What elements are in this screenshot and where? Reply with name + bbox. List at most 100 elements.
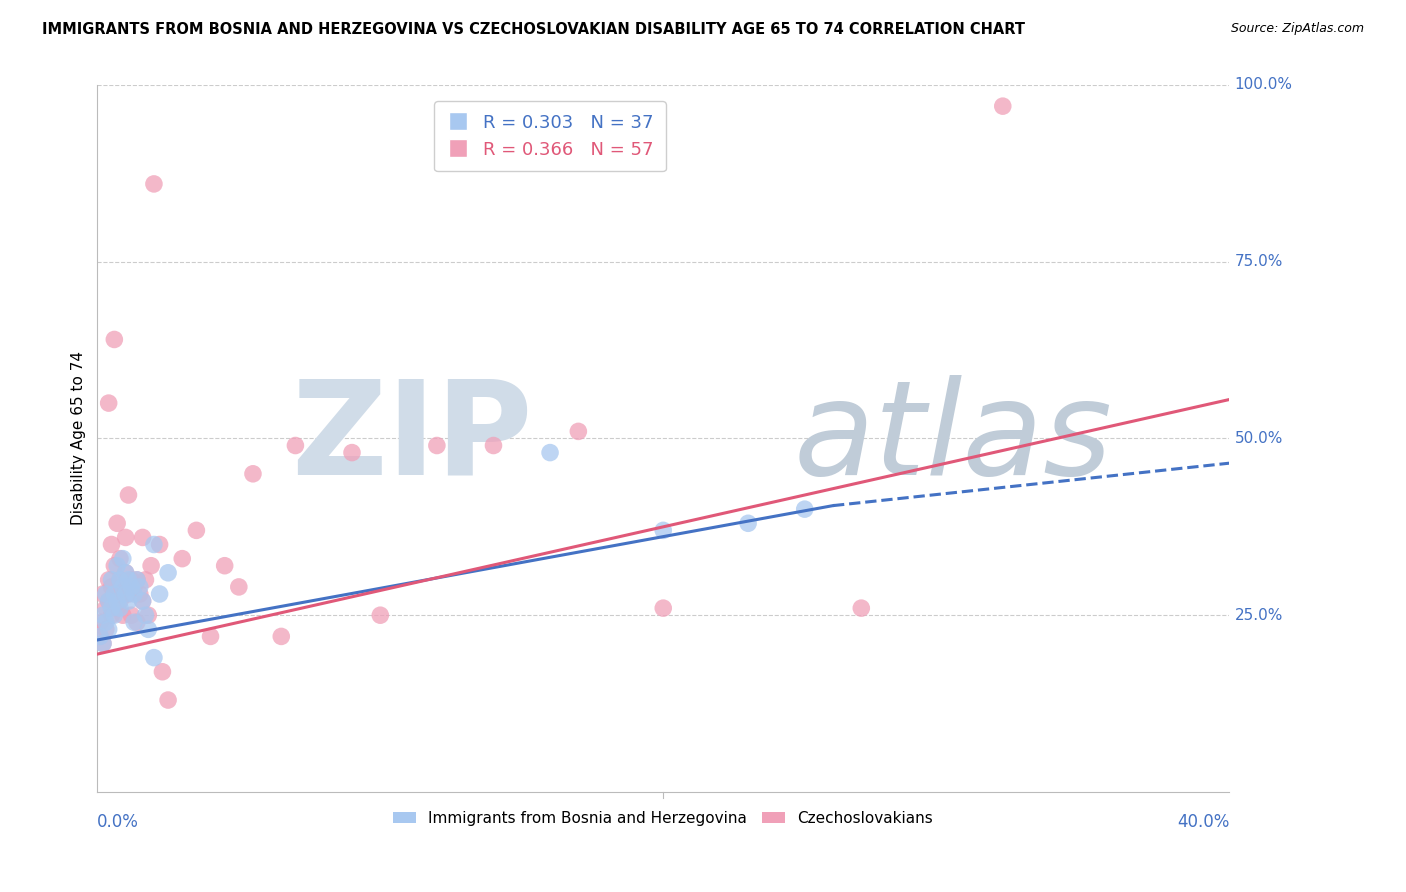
- Y-axis label: Disability Age 65 to 74: Disability Age 65 to 74: [72, 351, 86, 525]
- Point: [94, 601, 117, 615]
- Text: 40.0%: 40.0%: [1177, 814, 1229, 831]
- Point: [100, 537, 122, 551]
- Point: [114, 566, 136, 580]
- Point: [105, 587, 128, 601]
- Point: [120, 608, 142, 623]
- Point: [111, 551, 134, 566]
- Point: [91, 608, 114, 623]
- Point: [134, 608, 156, 623]
- Point: [97, 594, 120, 608]
- Point: [652, 524, 675, 538]
- Point: [100, 580, 122, 594]
- Point: [200, 629, 222, 643]
- Point: [128, 580, 150, 594]
- Point: [139, 558, 162, 573]
- Point: [105, 558, 128, 573]
- Point: [91, 636, 114, 650]
- Point: [100, 573, 122, 587]
- Point: [89, 629, 111, 643]
- Point: [114, 587, 136, 601]
- Point: [242, 467, 264, 481]
- Point: [793, 502, 815, 516]
- Point: [652, 601, 675, 615]
- Point: [103, 558, 125, 573]
- Point: [125, 573, 148, 587]
- Point: [117, 488, 139, 502]
- Point: [149, 537, 172, 551]
- Point: [172, 551, 194, 566]
- Text: ZIP: ZIP: [291, 375, 533, 502]
- Point: [122, 587, 145, 601]
- Point: [426, 438, 449, 452]
- Point: [117, 573, 139, 587]
- Point: [368, 608, 391, 623]
- Legend: Immigrants from Bosnia and Herzegovina, Czechoslovakians: Immigrants from Bosnia and Herzegovina, …: [385, 804, 941, 834]
- Text: IMMIGRANTS FROM BOSNIA AND HERZEGOVINA VS CZECHOSLOVAKIAN DISABILITY AGE 65 TO 7: IMMIGRANTS FROM BOSNIA AND HERZEGOVINA V…: [42, 22, 1025, 37]
- Point: [131, 531, 153, 545]
- Point: [125, 615, 148, 630]
- Point: [737, 516, 759, 531]
- Point: [111, 608, 134, 623]
- Point: [142, 650, 165, 665]
- Point: [538, 445, 561, 459]
- Point: [186, 524, 208, 538]
- Point: [111, 580, 134, 594]
- Point: [120, 580, 142, 594]
- Point: [482, 438, 505, 452]
- Point: [270, 629, 292, 643]
- Point: [105, 594, 128, 608]
- Point: [134, 573, 156, 587]
- Point: [136, 608, 159, 623]
- Point: [131, 594, 153, 608]
- Point: [149, 587, 172, 601]
- Point: [105, 601, 128, 615]
- Point: [108, 601, 131, 615]
- Point: [284, 438, 307, 452]
- Point: [103, 587, 125, 601]
- Point: [114, 566, 136, 580]
- Text: 100.0%: 100.0%: [1234, 78, 1292, 93]
- Point: [122, 615, 145, 630]
- Point: [100, 601, 122, 615]
- Point: [214, 558, 236, 573]
- Point: [94, 587, 117, 601]
- Point: [89, 629, 111, 643]
- Point: [91, 636, 114, 650]
- Point: [97, 396, 120, 410]
- Text: 75.0%: 75.0%: [1234, 254, 1284, 269]
- Point: [105, 516, 128, 531]
- Text: Source: ZipAtlas.com: Source: ZipAtlas.com: [1230, 22, 1364, 36]
- Point: [117, 594, 139, 608]
- Point: [131, 594, 153, 608]
- Point: [103, 608, 125, 623]
- Text: 50.0%: 50.0%: [1234, 431, 1284, 446]
- Point: [991, 99, 1014, 113]
- Point: [89, 615, 111, 630]
- Point: [108, 551, 131, 566]
- Point: [114, 531, 136, 545]
- Point: [128, 587, 150, 601]
- Point: [100, 608, 122, 623]
- Point: [108, 573, 131, 587]
- Point: [340, 445, 363, 459]
- Point: [94, 623, 117, 637]
- Point: [97, 573, 120, 587]
- Point: [157, 566, 180, 580]
- Point: [142, 177, 165, 191]
- Point: [228, 580, 250, 594]
- Point: [97, 594, 120, 608]
- Point: [117, 587, 139, 601]
- Point: [125, 573, 148, 587]
- Text: atlas: atlas: [793, 375, 1112, 502]
- Point: [97, 623, 120, 637]
- Point: [567, 425, 589, 439]
- Point: [136, 623, 159, 637]
- Point: [120, 573, 142, 587]
- Point: [851, 601, 873, 615]
- Point: [142, 537, 165, 551]
- Point: [108, 594, 131, 608]
- Point: [91, 587, 114, 601]
- Point: [111, 580, 134, 594]
- Text: 25.0%: 25.0%: [1234, 607, 1284, 623]
- Point: [94, 615, 117, 630]
